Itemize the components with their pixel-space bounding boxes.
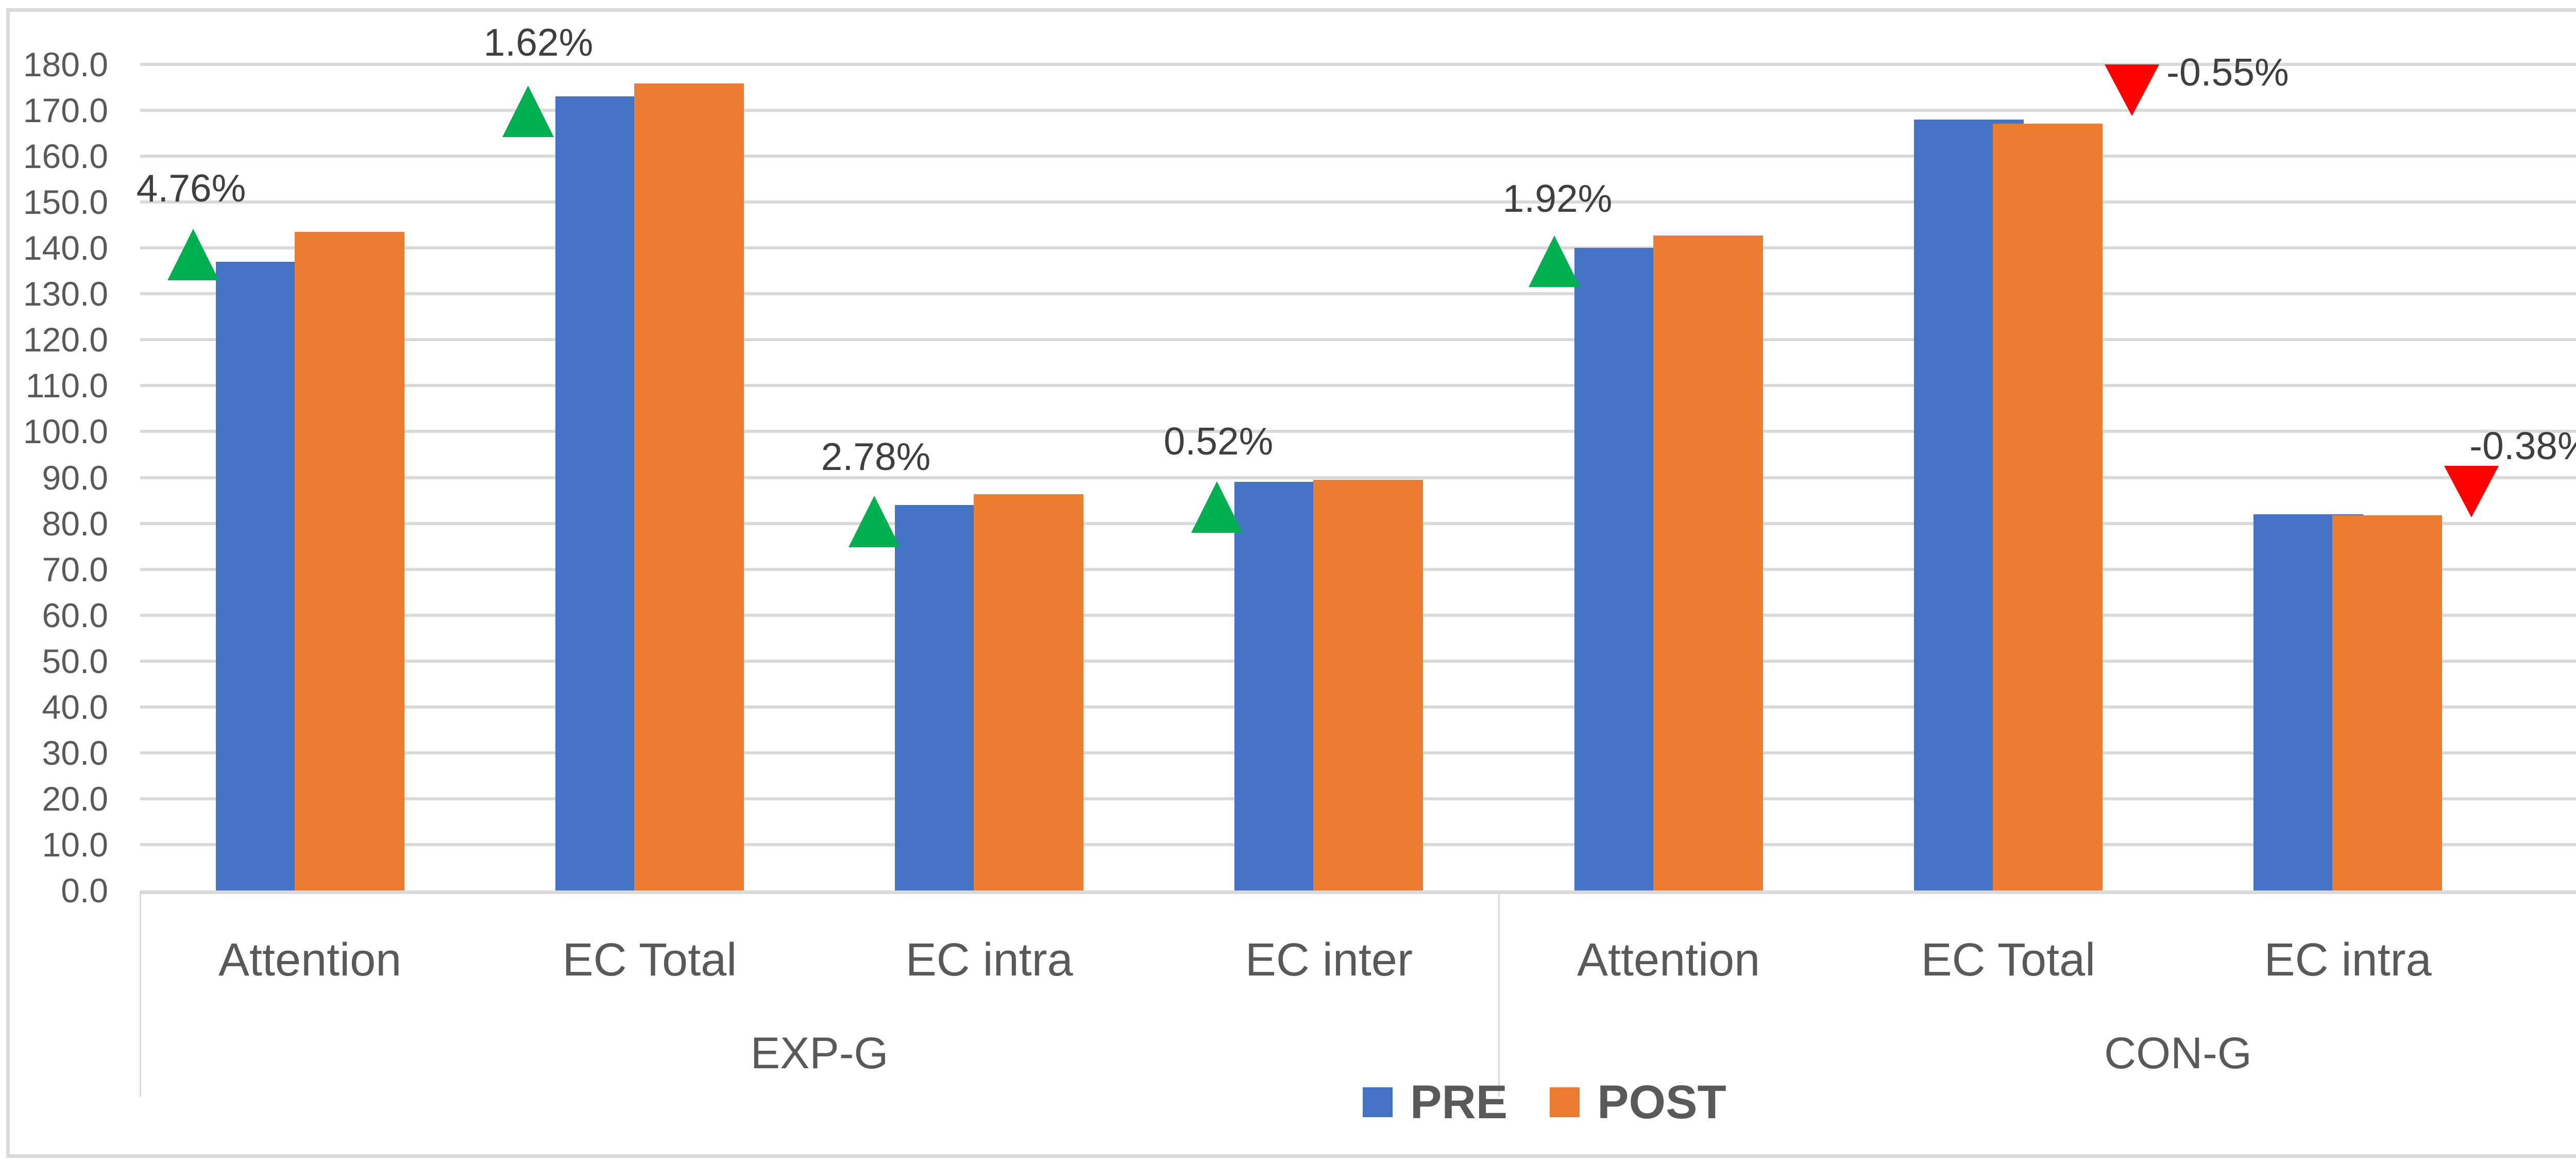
category-label-con-g-ec-intra: EC intra [2264,934,2432,986]
decrease-triangle-icon-6 [2444,466,2499,517]
group-label-exp-g: EXP-G [750,1029,889,1078]
y-axis-tick-label: 170.0 [23,91,108,130]
increase-triangle-icon-3 [1191,481,1243,533]
y-axis-tick-label: 70.0 [42,550,108,588]
gridline-170 [140,109,2576,112]
x-axis-line [140,890,2576,894]
y-axis-tick-label: 50.0 [42,642,108,680]
bar-post-con-g-attention [1653,235,1763,890]
bar-post-con-g-ec-total [1992,123,2103,890]
annotation-label-5: -0.55% [2166,51,2289,94]
annotation-label-2: 2.78% [821,435,931,478]
y-axis-tick-label: 90.0 [42,458,108,497]
legend-swatch-post-icon [1550,1087,1580,1117]
y-axis-tick-label: 80.0 [42,504,108,543]
y-axis-tick-label: 0.0 [61,871,108,910]
annotation-label-6: -0.38% [2469,424,2576,467]
gridline-180 [140,63,2576,66]
bar-post-exp-g-ec-intra [974,494,1084,890]
increase-triangle-icon-1 [502,86,554,137]
increase-triangle-icon-0 [167,229,219,280]
annotation-label-4: 1.92% [1502,177,1613,220]
legend-item-post: POST [1550,1076,1726,1128]
increase-triangle-icon-4 [1529,235,1580,287]
legend-item-pre: PRE [1363,1076,1507,1128]
legend-swatch-pre-icon [1363,1087,1393,1117]
category-label-con-g-ec-total: EC Total [1921,934,2096,986]
y-axis-tick-label: 40.0 [42,687,108,726]
y-axis-tick-label: 100.0 [23,412,108,451]
y-axis-tick-label: 160.0 [23,137,108,176]
bar-post-exp-g-ec-total [634,83,744,890]
bar-post-exp-g-attention [294,232,404,890]
category-label-con-g-ec-inter: EC inter [2528,934,2576,987]
gridline-90 [140,476,2576,479]
y-axis-tick-label: 20.0 [42,779,108,818]
y-axis-tick-label: 60.0 [42,596,108,634]
category-label-con-g-attention: Attention [1577,934,1760,986]
category-label-exp-g-ec-total: EC Total [562,934,737,986]
y-axis-tick-label: 150.0 [23,183,108,222]
increase-triangle-icon-2 [849,496,900,547]
legend-label-pre: PRE [1410,1076,1508,1129]
category-label-exp-g-attention: Attention [218,934,402,986]
annotation-label-3: 0.52% [1163,419,1274,463]
y-axis-tick-label: 130.0 [23,275,108,313]
gridline-100 [140,430,2576,433]
bar-post-con-g-ec-intra [2332,515,2443,890]
gridline-130 [140,292,2576,296]
annotation-label-1: 1.62% [483,21,594,64]
category-label-exp-g-ec-intra: EC intra [905,934,1073,986]
gridline-160 [140,155,2576,158]
decrease-triangle-icon-5 [2105,64,2159,116]
chart-legend: PRE POST [1363,1074,1726,1130]
y-axis-tick-label: 110.0 [25,366,108,405]
group-divider-line [1498,890,1500,1097]
annotation-label-0: 4.76% [136,166,246,210]
gridline-110 [140,384,2576,388]
legend-label-post: POST [1597,1076,1726,1129]
category-label-exp-g-ec-inter: EC inter [1245,934,1413,986]
bar-post-exp-g-ec-inter [1313,479,1423,890]
group-label-con-g: CON-G [2104,1029,2252,1078]
y-axis-tick-label: 120.0 [23,321,108,359]
gridline-120 [140,338,2576,342]
y-axis-tick-label: 10.0 [42,825,108,864]
gridline-150 [140,200,2576,204]
category-axis-left-edge [139,890,141,1097]
gridline-140 [140,246,2576,250]
y-axis-tick-label: 140.0 [23,229,108,267]
y-axis-tick-label: 30.0 [42,733,108,772]
y-axis-tick-label: 180.0 [23,45,108,83]
